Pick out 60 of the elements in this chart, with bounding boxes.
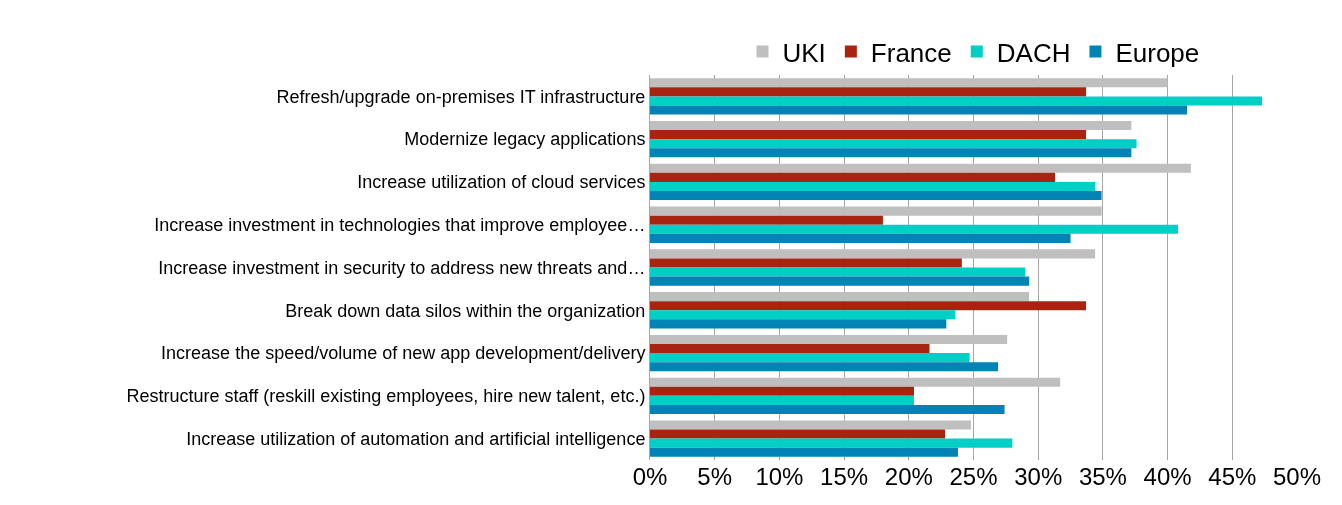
x-tick-label: 20% xyxy=(884,463,933,490)
bar xyxy=(650,292,1030,302)
bar xyxy=(650,181,1096,192)
y-tick-label: Increase utilization of cloud services xyxy=(357,172,646,193)
x-tick-label: 5% xyxy=(697,463,733,490)
bar xyxy=(650,438,1013,448)
bar xyxy=(650,310,956,320)
bar xyxy=(650,148,1132,158)
bar xyxy=(650,420,971,430)
y-tick-label: Modernize legacy applications xyxy=(404,129,646,150)
bar xyxy=(650,377,1061,387)
x-tick-label: 40% xyxy=(1143,463,1192,490)
legend-label: UKI xyxy=(782,37,826,68)
bar xyxy=(650,429,946,439)
bar xyxy=(650,386,914,396)
x-tick-label: 45% xyxy=(1208,463,1257,490)
x-tick-label: 10% xyxy=(755,463,804,490)
bar xyxy=(650,353,970,363)
bar xyxy=(650,215,883,225)
x-tick-label: 30% xyxy=(1014,463,1063,490)
x-tick-label: 35% xyxy=(1078,463,1127,490)
bar xyxy=(650,258,962,268)
bar xyxy=(650,362,999,372)
x-tick-label: 50% xyxy=(1272,463,1322,490)
legend-label: DACH xyxy=(996,37,1071,68)
y-tick-label: Increase investment in security to address new threats and… xyxy=(158,257,646,278)
bar xyxy=(650,343,930,354)
bar xyxy=(650,191,1102,201)
y-tick-label: Increase the speed/volume of new app development/delivery xyxy=(161,343,646,364)
bar xyxy=(650,87,1087,97)
bar xyxy=(650,249,1096,259)
bar xyxy=(650,334,1008,344)
bar xyxy=(650,301,1087,311)
bar xyxy=(650,404,1005,415)
bar xyxy=(650,105,1188,115)
bar xyxy=(650,276,1030,286)
x-tick-label: 0% xyxy=(632,463,668,490)
bar xyxy=(650,78,1168,88)
bar xyxy=(650,172,1056,182)
x-tick-label: 15% xyxy=(820,463,869,490)
y-tick-label: Restructure staff (reskill existing employees, hire new talent, etc.) xyxy=(126,386,646,407)
legend-label: France xyxy=(870,37,952,68)
bar xyxy=(650,224,1178,234)
bar xyxy=(650,163,1191,173)
bar xyxy=(650,233,1071,243)
y-tick-label: Increase utilization of automation and artificial intelligence xyxy=(186,428,646,449)
bar xyxy=(650,96,1263,106)
y-tick-label: Increase investment in technologies that improve employee… xyxy=(154,215,646,236)
bar xyxy=(650,395,914,405)
legend-label: Europe xyxy=(1115,37,1200,68)
bar xyxy=(650,319,947,329)
x-tick-label: 25% xyxy=(949,463,998,490)
bar xyxy=(650,447,958,457)
bar xyxy=(650,130,1087,140)
bar xyxy=(650,139,1137,149)
bar xyxy=(650,120,1132,131)
bar xyxy=(650,267,1026,277)
bar xyxy=(650,206,1102,216)
y-tick-label: Break down data silos within the organization xyxy=(285,300,646,321)
y-tick-label: Refresh/upgrade on-premises IT infrastructure xyxy=(276,86,646,107)
